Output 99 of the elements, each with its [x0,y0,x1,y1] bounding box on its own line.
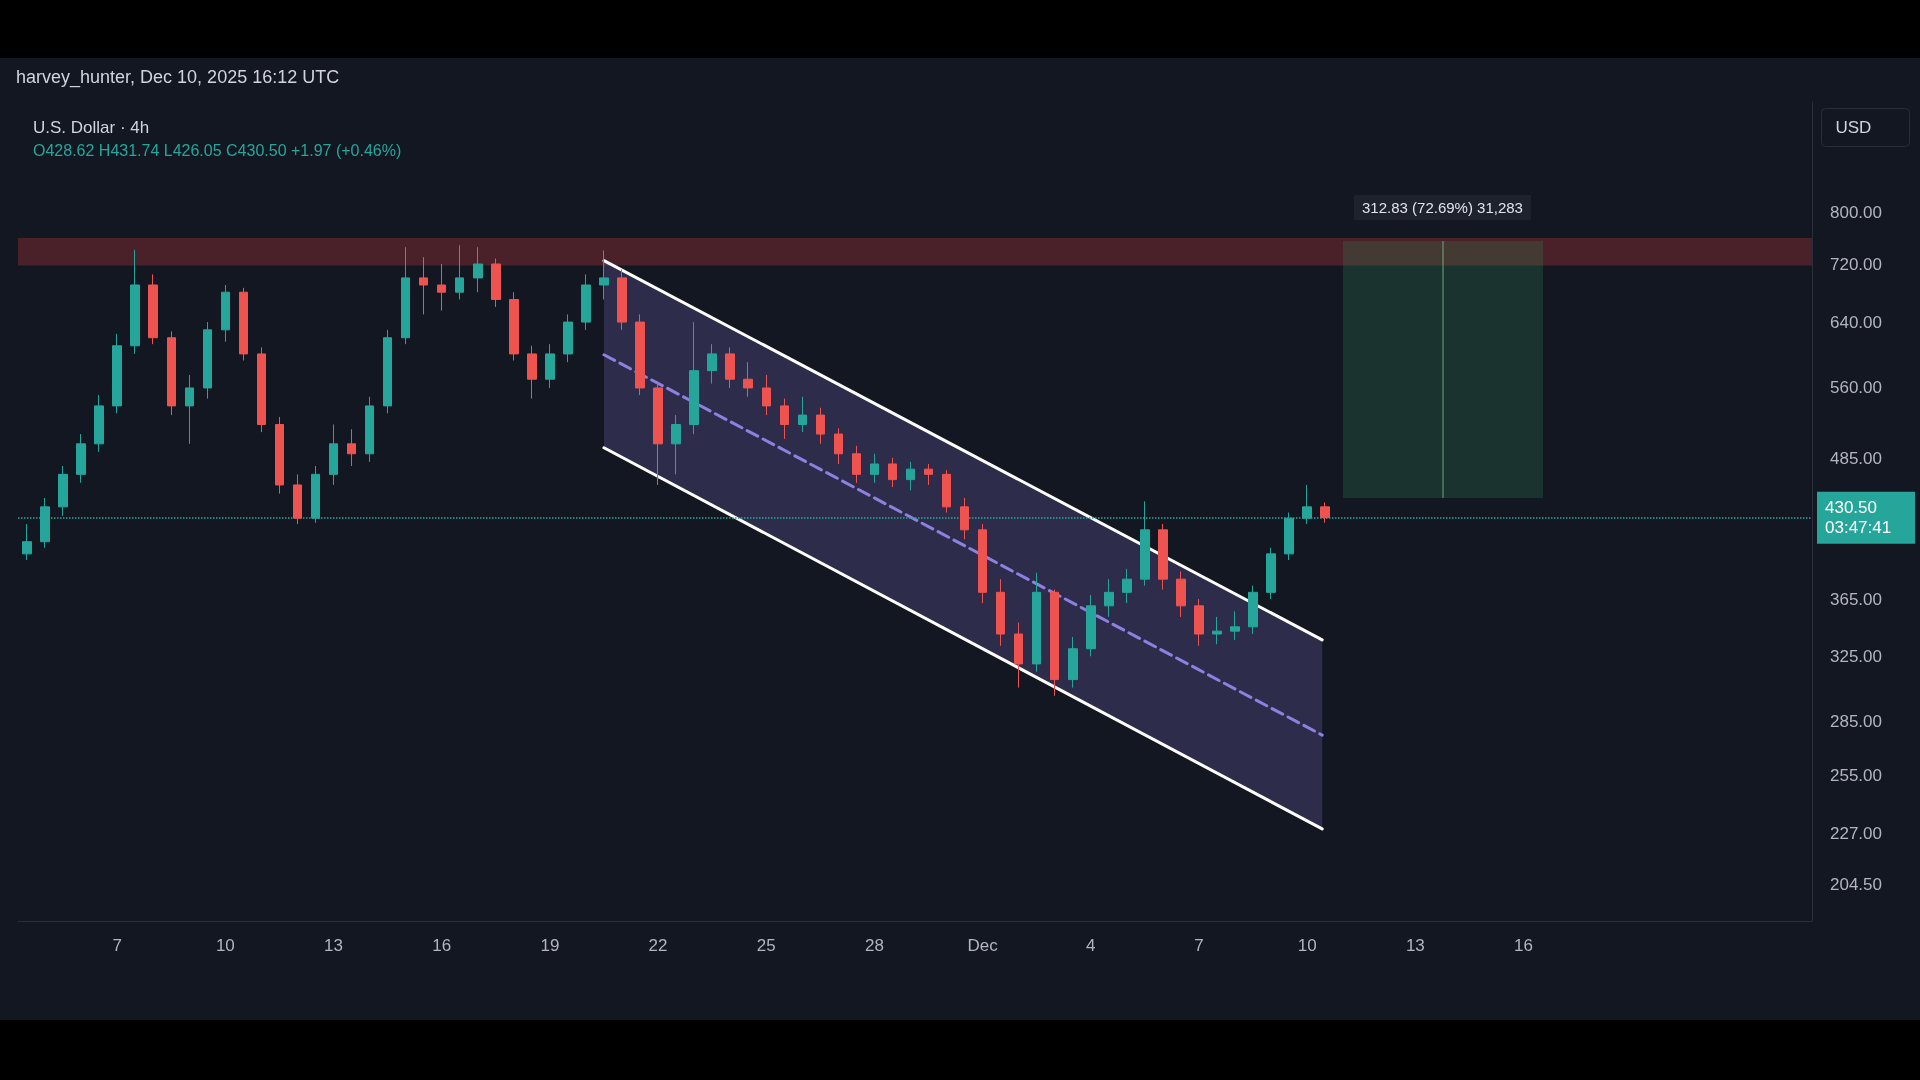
candlestick [870,453,879,484]
candlestick [617,269,627,331]
candlestick [185,374,194,445]
x-tick-label: 25 [756,936,776,955]
candlestick [509,291,519,362]
x-tick-label: 16 [1514,936,1533,955]
candlestick [329,423,338,486]
y-tick-label: 800.00 [1830,202,1882,222]
text: harvey_hunter, Dec 10, 2025 16:12 UTC [16,67,340,88]
x-tick-label: 13 [324,936,343,955]
candlestick [581,273,591,331]
x-tick-label: Dec [967,936,999,955]
candlestick [762,374,771,416]
candlestick [599,249,609,300]
y-tick-label: 204.50 [1830,875,1882,895]
annotation: 312.83 (72.69%) 31,283 [1362,199,1523,216]
y-tick-label: 285.00 [1830,711,1882,731]
candlestick [707,343,717,385]
candlestick [653,380,663,486]
candlestick [1230,610,1240,641]
candlestick [888,457,897,488]
y-tick-label: 227.00 [1830,823,1882,843]
candlestick [1086,594,1096,657]
y-tick-label: 720.00 [1830,254,1882,274]
candlestick [635,313,645,396]
candlestick [671,414,681,475]
candlestick [1266,547,1276,600]
candlestick [798,396,807,433]
candlestick [960,497,969,540]
candlestick [834,427,843,465]
x-tick-label: 13 [1405,936,1425,955]
candlestick [689,321,699,435]
candlestick [816,407,825,445]
x-tick-label: 19 [540,936,560,955]
y-tick-label: 325.00 [1830,646,1882,666]
candlestick [1050,589,1059,697]
candlestick [76,433,86,484]
candlestick [852,445,861,484]
candlestick [112,333,122,414]
candlestick [743,361,753,398]
candlestick [473,246,483,293]
candlestick [257,346,266,433]
candlestick [130,249,140,355]
candlestick [167,330,176,416]
candlestick [978,523,987,604]
candlestick [563,313,573,363]
candlestick [725,346,735,389]
x-tick-label: 7 [1194,936,1204,955]
candlestick [996,578,1005,647]
candlestick [1068,636,1078,689]
x-tick-label: 22 [648,936,668,955]
candlestick [1032,572,1041,673]
candlestick [527,345,537,400]
candlestick [401,246,410,345]
text: USD [1835,117,1872,137]
candlestick [1320,501,1330,524]
candlestick [419,256,428,315]
candlestick [1158,523,1168,591]
candlestick [1014,622,1023,689]
candlestick [545,343,555,389]
x-tick-label: 28 [864,936,884,955]
x-tick-label: 10 [215,936,235,955]
candlestick [437,263,446,312]
candlestick [293,473,302,525]
y-tick-label: 560.00 [1830,378,1882,398]
candlestick [365,396,374,463]
x-tick-label: 4 [1086,936,1096,955]
candlestick [780,398,789,440]
candlestick [239,287,248,362]
candlestick [1248,585,1258,635]
candlestick [1104,578,1114,618]
candlestick [1176,570,1186,618]
y-tick-label: 485.00 [1830,449,1882,469]
candlestick [1122,568,1132,604]
text: U.S. Dollar · 4h [33,118,150,137]
x-tick-label: 7 [112,936,122,955]
candlestick [383,329,392,414]
y-tick-label: 365.00 [1830,589,1882,609]
candlestick [1212,616,1222,645]
y-tick-label: 255.00 [1830,766,1882,786]
candlestick [347,428,356,467]
candlestick [148,273,158,345]
candlestick [942,469,951,514]
candlestick [22,523,32,561]
candlestick [94,394,104,453]
x-tick-label: 10 [1297,936,1317,955]
candlestick [491,258,501,308]
candlestick [906,461,915,491]
y-tick-label: 640.00 [1830,312,1882,332]
candlestick [1194,598,1204,647]
candlestick [221,284,230,343]
ref-line-label: 430.50 03:47:41 [1825,498,1892,538]
x-tick-label: 16 [432,936,452,955]
candlestick [275,416,284,495]
candlestick [58,465,68,517]
text: O428.62 H431.74 L426.05 C430.50 +1.97 (+0.46%) [33,141,402,159]
candlestick [455,244,464,300]
candlestick [203,321,212,400]
candlestick [924,463,933,486]
